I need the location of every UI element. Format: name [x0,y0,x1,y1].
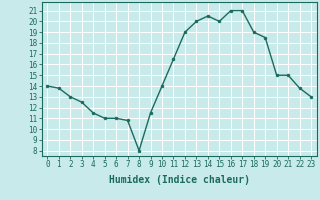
X-axis label: Humidex (Indice chaleur): Humidex (Indice chaleur) [109,175,250,185]
